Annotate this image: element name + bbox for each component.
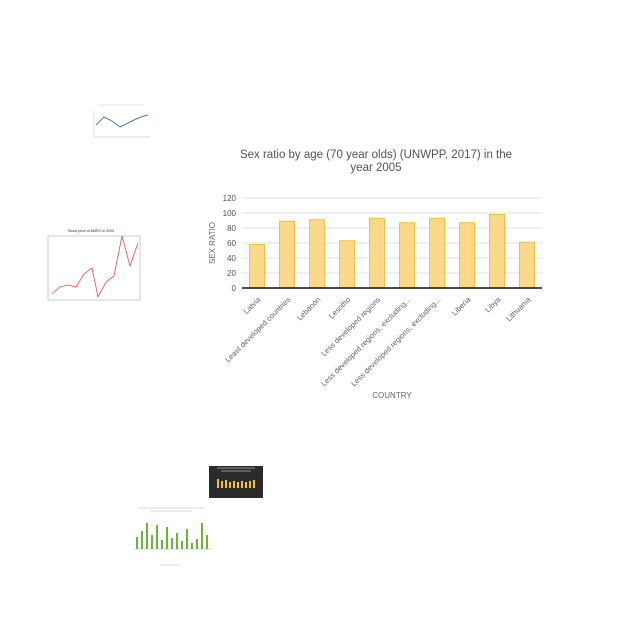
x-tick-label: Latvia — [242, 295, 263, 316]
bar-6 — [429, 217, 445, 289]
bar-4 — [369, 217, 385, 289]
y-tick-label: 20 — [227, 269, 236, 278]
sex-ratio-bar-chart: Sex ratio by age (70 year olds) (UNWPP, … — [208, 149, 542, 400]
x-tick-label: Lebanon — [295, 295, 322, 322]
x-axis-label: COUNTRY — [372, 391, 412, 400]
y-tick-label: 120 — [223, 194, 237, 203]
bar-5 — [399, 222, 415, 289]
thumbnail-blue-line-chart — [88, 103, 152, 145]
x-tick-label: Less developed regions — [319, 295, 382, 358]
thumbnail-stock-price-chart: Stock price of AMRC in 2005 — [36, 226, 146, 312]
chart-title: Sex ratio by age (70 year olds) (UNWPP, … — [240, 149, 512, 174]
thumbnail-stock-title: Stock price of AMRC in 2005 — [68, 229, 114, 233]
bar-3 — [339, 240, 355, 289]
y-tick-label: 80 — [227, 224, 236, 233]
y-axis-ticks: 0 20 40 60 80 100 120 — [223, 194, 237, 293]
y-tick-label: 40 — [227, 254, 236, 263]
y-axis-label: SEX RATIO — [208, 222, 217, 264]
bar-8 — [489, 214, 505, 289]
bar-2 — [309, 219, 325, 289]
chart-bars — [249, 214, 535, 289]
thumbnail-green-bar-chart — [120, 505, 220, 569]
y-tick-label: 100 — [223, 209, 237, 218]
x-tick-label: Lesotho — [327, 295, 352, 320]
bar-1 — [279, 220, 295, 289]
x-tick-label: Lithuania — [504, 295, 533, 324]
chart-title-line-1: Sex ratio by age (70 year olds) (UNWPP, … — [240, 149, 512, 161]
x-tick-label: Liberia — [450, 295, 473, 318]
bar-0 — [249, 244, 265, 289]
x-tick-label: Libya — [483, 295, 503, 315]
bar-7 — [459, 222, 475, 289]
bar-9 — [519, 241, 535, 289]
y-tick-label: 60 — [227, 239, 236, 248]
thumbnail-dark-bar-chart — [209, 466, 263, 498]
chart-title-line-2: year 2005 — [350, 162, 401, 174]
y-tick-label: 0 — [232, 284, 237, 293]
